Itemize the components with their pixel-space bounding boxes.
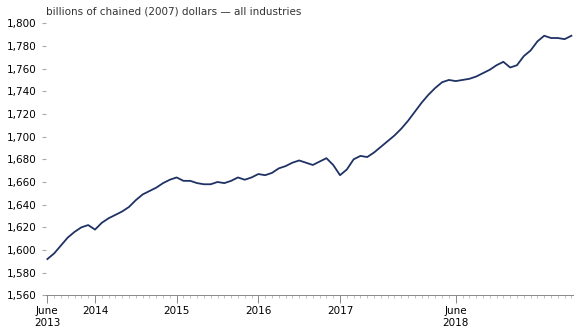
Text: billions of chained (2007) dollars — all industries: billions of chained (2007) dollars — all… [46, 7, 301, 17]
